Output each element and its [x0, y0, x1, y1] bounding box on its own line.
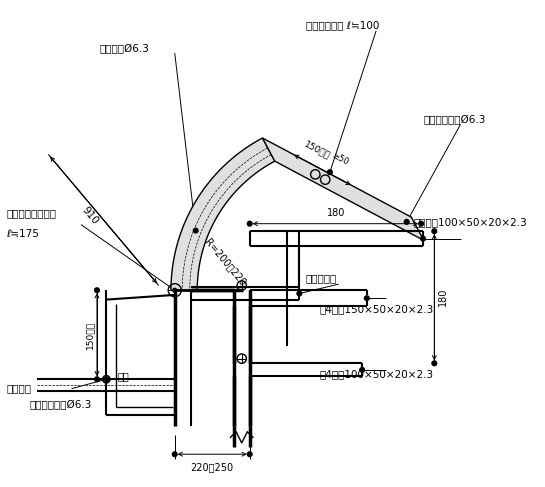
Text: 180: 180: [327, 208, 346, 218]
Circle shape: [365, 296, 369, 300]
Text: 耦4［－150×50×20×2.3: 耦4［－150×50×20×2.3: [320, 304, 434, 314]
Text: ≥50: ≥50: [330, 151, 349, 167]
Text: チャンネルボルト: チャンネルボルト: [6, 208, 56, 218]
Circle shape: [419, 222, 423, 226]
Text: 180: 180: [438, 288, 448, 306]
Circle shape: [297, 291, 302, 296]
Circle shape: [404, 220, 409, 224]
Circle shape: [247, 452, 252, 456]
Text: R=200～220: R=200～220: [203, 237, 248, 287]
Circle shape: [432, 229, 437, 234]
Text: 大波スレートØ6.3: 大波スレートØ6.3: [423, 114, 486, 125]
Polygon shape: [171, 138, 275, 290]
Text: 筱樋: 筱樋: [118, 371, 129, 381]
Text: 220～250: 220～250: [191, 462, 234, 472]
Circle shape: [328, 170, 332, 174]
Text: フックボルト ℓ≒100: フックボルト ℓ≒100: [306, 20, 379, 30]
Text: 910: 910: [80, 205, 101, 226]
Polygon shape: [263, 138, 423, 241]
Circle shape: [360, 368, 365, 372]
Circle shape: [421, 236, 426, 241]
Text: 母屋［－100×50×20×2.3: 母屋［－100×50×20×2.3: [414, 217, 528, 227]
Text: ブラケット: ブラケット: [306, 273, 337, 283]
Circle shape: [193, 228, 198, 233]
Text: 小波スレートØ6.3: 小波スレートØ6.3: [29, 400, 92, 411]
Text: 耦4［－100×50×20×2.3: 耦4［－100×50×20×2.3: [320, 370, 434, 379]
Text: 搃受金具: 搃受金具: [6, 384, 31, 393]
Text: 軒先曲げØ6.3: 軒先曲げØ6.3: [100, 44, 150, 55]
Text: 150以上: 150以上: [85, 321, 94, 349]
Circle shape: [432, 361, 437, 366]
Circle shape: [104, 377, 108, 382]
Circle shape: [247, 222, 252, 226]
Circle shape: [172, 452, 177, 456]
Text: ℓ≒175: ℓ≒175: [6, 229, 39, 239]
Text: 150以上: 150以上: [303, 139, 332, 161]
Circle shape: [95, 377, 99, 382]
Circle shape: [95, 288, 99, 293]
Circle shape: [173, 288, 177, 292]
